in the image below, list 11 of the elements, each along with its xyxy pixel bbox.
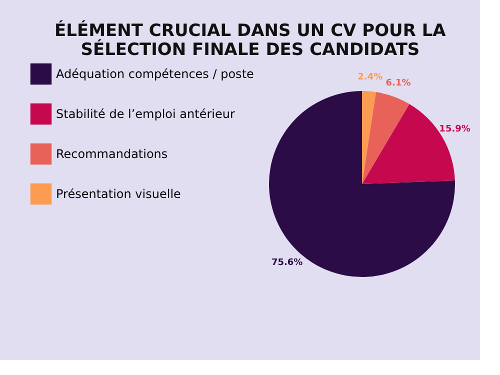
- pie-slice: [362, 92, 410, 184]
- pie-slice: [362, 91, 376, 184]
- data-label: 15.9%: [439, 124, 470, 135]
- text: SÉLECTION FINALE DES CANDIDATS: [80, 40, 420, 60]
- data-label: 2.4%: [358, 72, 383, 82]
- legend-label: Adéquation compétences / poste: [56, 67, 254, 81]
- data-label: 6.1%: [386, 78, 411, 88]
- legend-label: Recommandations: [56, 147, 168, 161]
- data-label: 75.6%: [271, 258, 303, 268]
- legend-label: Stabilité de l’emploi antérieur: [56, 107, 235, 121]
- legend-label: Présentation visuelle: [56, 187, 181, 201]
